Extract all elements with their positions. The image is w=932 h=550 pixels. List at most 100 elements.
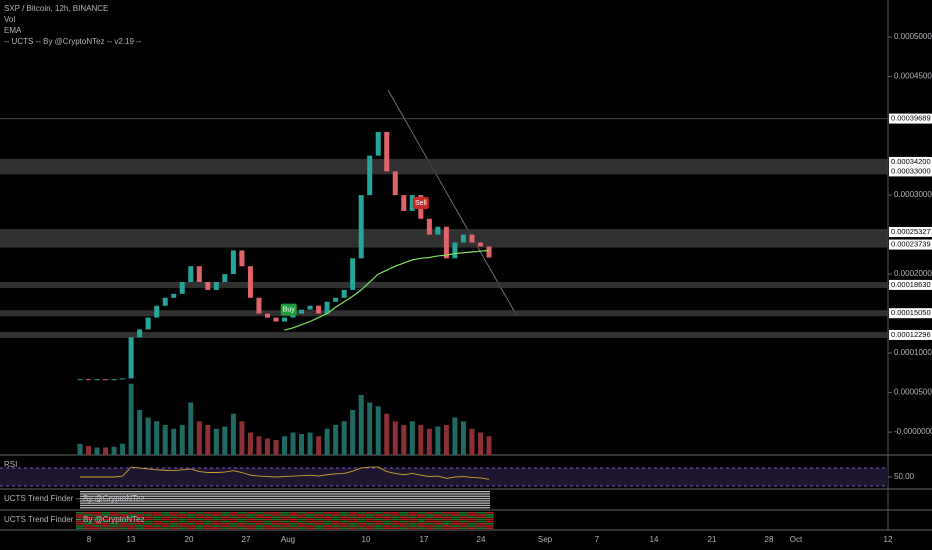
stripe [450,525,460,527]
stripe [212,525,221,527]
volume-bar [222,426,228,455]
stripe [229,527,238,529]
stripe [306,518,315,521]
stripe [374,520,383,523]
stripe [382,520,392,523]
stripe [263,525,272,527]
signal-label: Buy [283,306,296,313]
stripe [425,518,434,521]
volume-bar [282,436,287,455]
stripe [127,520,136,523]
stripe [169,518,179,521]
stripe [289,518,298,521]
stripe [433,518,443,521]
stripe [195,527,204,529]
stripe [76,523,85,525]
stripe [271,520,281,523]
stripe [314,512,324,514]
stripe [254,527,264,529]
stripe [271,516,281,518]
stripe [374,518,383,521]
stripe [365,512,375,514]
stripe [203,525,213,527]
price-badge-label: 0.00025327 [891,227,931,236]
stripe [161,523,170,525]
stripe [280,523,290,525]
stripe [425,520,434,523]
volume-bar [367,402,373,455]
stripe [169,525,179,527]
stripe [76,527,85,529]
stripe [357,523,366,525]
stripe [450,527,460,529]
stripe [365,514,375,516]
stripe [203,520,213,523]
volume-bar [443,425,449,455]
stripe [297,520,307,523]
stripe [195,518,204,521]
stripe [80,500,490,502]
stripe [357,514,366,516]
stripe [76,512,85,514]
stripe [348,514,358,516]
stripe [169,516,179,518]
x-tick-label: 24 [477,535,486,544]
stripe [212,514,221,516]
stripe [357,525,366,527]
stripe [425,514,434,516]
candle [196,266,202,283]
volume-bar [230,413,236,455]
stripe [306,516,315,518]
stripe [101,525,111,527]
price-badge [889,227,932,238]
stripe [161,512,170,514]
stripe [297,518,307,521]
stripe [331,523,341,525]
stripe [331,518,341,521]
volume-bar [307,432,313,455]
signal-label: Sell [415,200,427,207]
stripe [118,512,128,514]
stripe [220,514,230,516]
stripe [297,514,307,516]
stripe [314,527,324,529]
rsi-tick-label: 50.00 [894,472,915,481]
volume-bar [452,417,458,455]
stripe [101,512,111,514]
stripe [76,516,85,518]
volume-bar [239,421,245,455]
stripe [297,512,307,514]
stripe [220,516,230,518]
candle [299,309,305,314]
stripe [289,523,298,525]
stripe [135,514,145,516]
stripe [340,525,349,527]
signal-badge [280,303,297,316]
candle [392,171,398,196]
stripe [297,525,307,527]
volume-bar [145,417,151,455]
stripe [348,525,358,527]
stripe [246,514,255,516]
stripe [246,527,255,529]
stripe [314,518,324,521]
stripe [93,512,102,514]
stripe [178,514,187,516]
stripe [237,516,247,518]
stripe [467,516,477,518]
stripe [442,518,451,521]
stripe [289,520,298,523]
stripe [357,520,366,523]
stripe [365,516,375,518]
stripe [229,512,238,514]
price-badge-label: 0.00033000 [891,166,931,175]
volume-bar [213,428,219,455]
stripe [271,523,281,525]
stripe [459,525,468,527]
stripe [118,523,128,525]
stripe [391,523,400,525]
stripe [289,527,298,529]
stripe [237,527,247,529]
stripe [80,504,490,507]
